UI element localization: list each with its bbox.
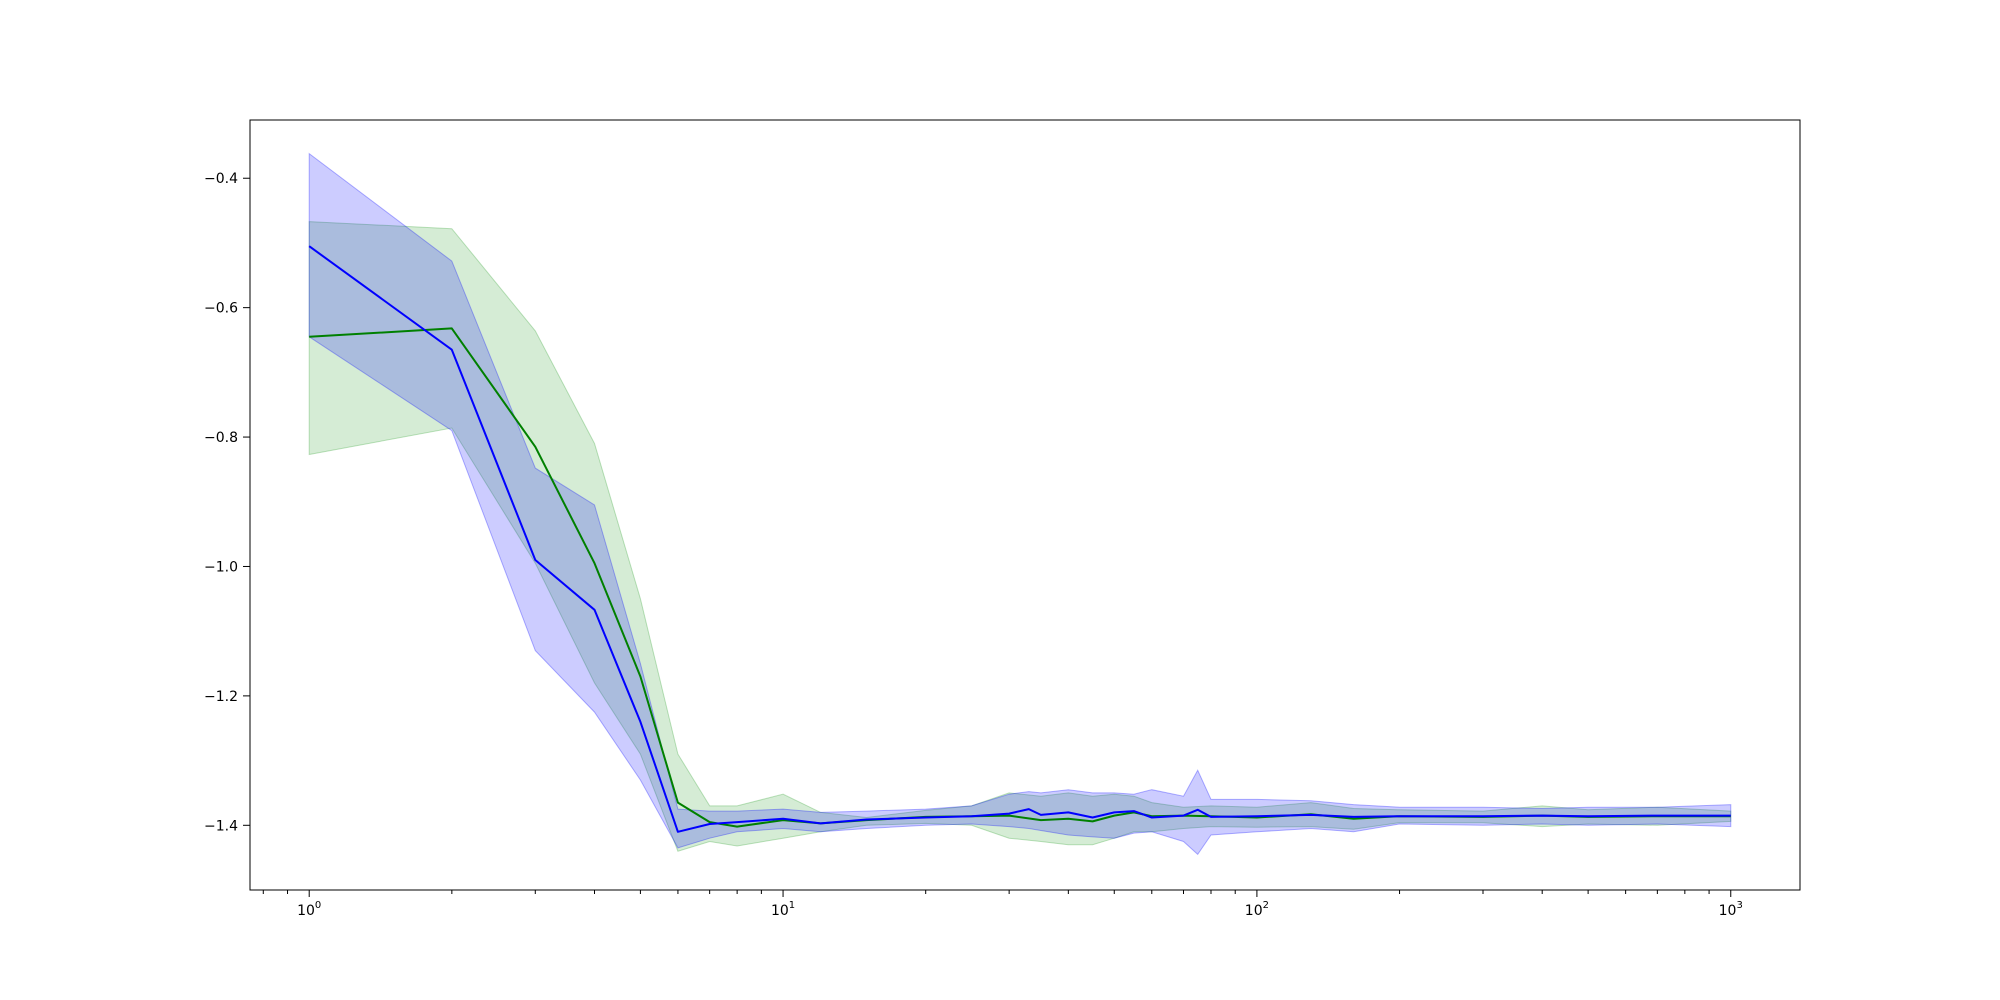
x-tick-label: 101: [771, 900, 795, 919]
y-tick-label: −1.2: [204, 689, 238, 705]
x-tick-label: 103: [1719, 900, 1743, 919]
series-1-line: [308, 245, 1731, 833]
y-axis: −0.4 −0.6 −0.8 −1.0 −1.2 −1.4: [204, 171, 250, 834]
x-tick-label: 100: [297, 900, 321, 919]
y-tick-label: −0.4: [204, 171, 238, 187]
plot-frame: [249, 119, 1801, 891]
series-1-band: [308, 152, 1732, 856]
y-tick-label: −0.6: [204, 301, 238, 317]
y-tick-label: −1.4: [204, 818, 238, 834]
series-0-band: [308, 221, 1732, 852]
x-axis: 100 101 102 103: [262, 890, 1743, 919]
x-tick-label: 102: [1245, 900, 1269, 919]
y-tick-label: −0.8: [204, 430, 238, 446]
y-tick-label: −1.0: [204, 559, 238, 575]
series-layer: [308, 152, 1732, 856]
